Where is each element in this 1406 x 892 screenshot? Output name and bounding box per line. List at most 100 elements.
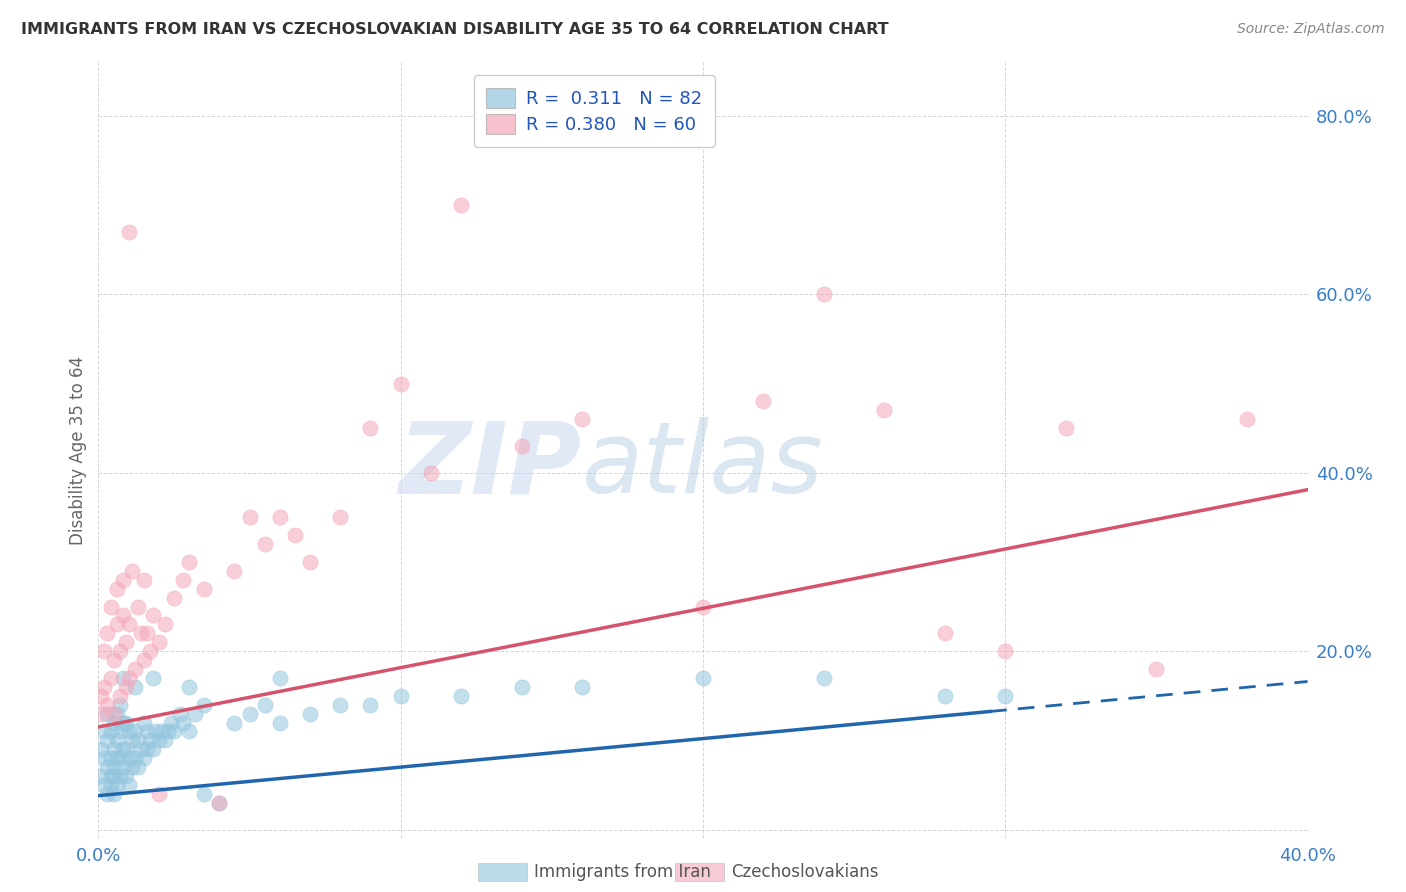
Point: [360, 421, 382, 435]
Text: IMMIGRANTS FROM IRAN VS CZECHOSLOVAKIAN DISABILITY AGE 35 TO 64 CORRELATION CHAR: IMMIGRANTS FROM IRAN VS CZECHOSLOVAKIAN …: [21, 22, 889, 37]
Point: [108, 644, 131, 658]
Point: [193, 582, 215, 596]
Point: [299, 555, 322, 569]
Point: [360, 698, 382, 712]
Point: [132, 573, 155, 587]
Point: [145, 724, 167, 739]
Point: [148, 733, 170, 747]
Point: [96, 787, 118, 801]
Point: [692, 671, 714, 685]
Point: [389, 689, 412, 703]
Point: [253, 698, 276, 712]
Point: [93, 778, 115, 792]
Point: [118, 617, 141, 632]
Point: [450, 198, 472, 212]
Point: [96, 733, 118, 747]
Point: [1236, 412, 1258, 426]
Legend: R =  0.311   N = 82, R = 0.380   N = 60: R = 0.311 N = 82, R = 0.380 N = 60: [474, 75, 714, 146]
Point: [224, 715, 246, 730]
Point: [150, 724, 173, 739]
Point: [269, 715, 291, 730]
Point: [103, 742, 125, 756]
Point: [1144, 662, 1167, 676]
Point: [90, 769, 112, 783]
Point: [121, 733, 143, 747]
Point: [813, 287, 835, 301]
Point: [135, 742, 157, 756]
Y-axis label: Disability Age 35 to 64: Disability Age 35 to 64: [69, 356, 87, 545]
Point: [172, 715, 194, 730]
Point: [93, 680, 115, 694]
Point: [163, 591, 186, 605]
Point: [179, 680, 201, 694]
Point: [108, 724, 131, 739]
Point: [208, 796, 231, 810]
Point: [208, 796, 231, 810]
Point: [127, 760, 149, 774]
Point: [156, 724, 179, 739]
Point: [105, 706, 128, 721]
Point: [239, 510, 262, 524]
Point: [103, 787, 125, 801]
Point: [108, 751, 131, 765]
Point: [111, 573, 134, 587]
Point: [132, 751, 155, 765]
Point: [135, 626, 157, 640]
Point: [139, 644, 162, 658]
Point: [121, 760, 143, 774]
Point: [934, 689, 956, 703]
Point: [114, 742, 136, 756]
Point: [111, 760, 134, 774]
Point: [450, 689, 472, 703]
Point: [148, 787, 170, 801]
Point: [111, 608, 134, 623]
Text: Czechoslovakians: Czechoslovakians: [731, 863, 879, 881]
Point: [184, 706, 207, 721]
Point: [153, 733, 176, 747]
Point: [114, 769, 136, 783]
Point: [90, 689, 112, 703]
Point: [124, 662, 146, 676]
Point: [179, 724, 201, 739]
Point: [96, 698, 118, 712]
Point: [994, 689, 1017, 703]
Point: [93, 644, 115, 658]
Point: [813, 671, 835, 685]
Point: [571, 680, 593, 694]
Point: [139, 733, 162, 747]
Point: [253, 537, 276, 551]
Point: [96, 760, 118, 774]
Point: [132, 715, 155, 730]
Point: [269, 510, 291, 524]
Point: [329, 698, 352, 712]
Point: [269, 671, 291, 685]
Point: [752, 394, 775, 409]
Point: [93, 751, 115, 765]
Point: [299, 706, 322, 721]
Point: [105, 751, 128, 765]
Point: [142, 742, 165, 756]
Point: [284, 528, 307, 542]
Point: [510, 439, 533, 453]
Point: [100, 671, 122, 685]
Point: [224, 564, 246, 578]
Point: [118, 751, 141, 765]
Point: [124, 751, 146, 765]
Point: [105, 582, 128, 596]
Point: [329, 510, 352, 524]
Point: [96, 626, 118, 640]
Point: [103, 653, 125, 667]
Point: [90, 742, 112, 756]
Point: [114, 715, 136, 730]
Point: [111, 742, 134, 756]
Point: [172, 573, 194, 587]
Point: [132, 653, 155, 667]
Point: [142, 608, 165, 623]
Point: [193, 787, 215, 801]
Text: Immigrants from Iran: Immigrants from Iran: [534, 863, 711, 881]
Point: [129, 626, 152, 640]
Point: [153, 617, 176, 632]
Point: [103, 760, 125, 774]
Point: [108, 689, 131, 703]
Point: [179, 555, 201, 569]
